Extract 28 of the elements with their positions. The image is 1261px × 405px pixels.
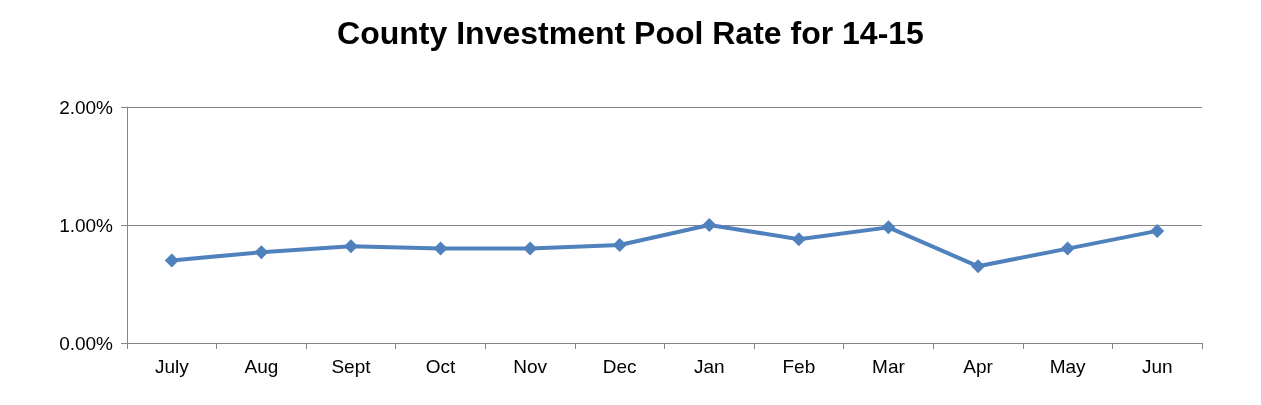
x-tick-label: Mar — [872, 356, 906, 377]
x-tick-label: Sept — [331, 356, 372, 377]
point — [1060, 241, 1075, 256]
y-tick-label: 0.00% — [59, 332, 114, 354]
x-tick-label: Jun — [1141, 356, 1173, 377]
y-tick-label: 1.00% — [59, 214, 114, 236]
point — [523, 241, 538, 256]
point — [1150, 223, 1165, 238]
x-tick-label: Aug — [244, 356, 279, 377]
point — [343, 239, 358, 254]
x-tick-label: May — [1049, 356, 1087, 377]
y-tick-label: 2.00% — [59, 96, 114, 118]
chart-title: County Investment Pool Rate for 14-15 — [337, 15, 924, 51]
point — [971, 259, 986, 274]
x-tick-label: Oct — [425, 356, 457, 377]
x-tick-label: July — [154, 356, 190, 377]
x-tick-label: Nov — [513, 356, 548, 377]
point — [164, 253, 179, 268]
point — [433, 241, 448, 256]
point — [612, 238, 627, 253]
x-tick-label: Apr — [963, 356, 994, 377]
point — [254, 245, 269, 260]
x-tick-label: Jan — [693, 356, 725, 377]
x-tick-label: Dec — [602, 356, 637, 377]
point — [702, 218, 717, 232]
point — [881, 220, 896, 235]
x-tick-label: Feb — [782, 356, 816, 377]
point — [791, 232, 806, 247]
